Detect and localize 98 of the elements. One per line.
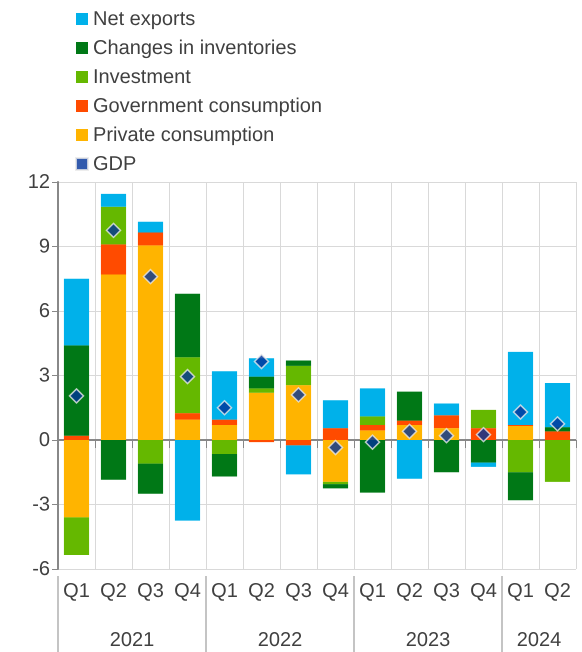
point <box>402 424 418 440</box>
bar <box>434 403 460 416</box>
point <box>180 368 196 384</box>
bar <box>360 388 386 416</box>
bar <box>508 352 534 425</box>
text: 2021 <box>110 629 154 651</box>
legend-label: GDP <box>93 153 136 175</box>
bar <box>64 436 90 440</box>
bar <box>248 388 274 393</box>
legend-label: Government consumption <box>93 95 322 117</box>
bar <box>360 424 386 430</box>
bar <box>64 440 90 518</box>
y-tick-label: 3 <box>38 364 50 386</box>
bar <box>470 462 496 467</box>
x-tick-label: Q4 <box>322 580 349 602</box>
bar <box>100 244 126 274</box>
x-tick-label: Q1 <box>211 580 238 602</box>
bar <box>286 445 312 474</box>
bar <box>360 416 386 425</box>
point <box>476 426 492 442</box>
bar <box>100 194 126 207</box>
bar <box>508 472 534 500</box>
bar <box>100 274 126 440</box>
bar <box>138 440 164 464</box>
bar <box>64 517 90 556</box>
bar <box>322 482 348 484</box>
bar <box>138 245 164 440</box>
point <box>550 416 566 432</box>
x-tick-label: Q1 <box>359 580 386 602</box>
bar <box>174 420 200 440</box>
point <box>290 387 306 403</box>
y-tick-label: -6 <box>32 558 50 580</box>
bar <box>470 440 496 463</box>
bar <box>508 426 534 440</box>
bar <box>286 366 312 386</box>
point <box>328 440 344 456</box>
bar <box>138 232 164 246</box>
bar <box>64 345 90 436</box>
y-tick-label: 12 <box>28 171 50 193</box>
point <box>142 268 158 284</box>
bar <box>138 464 164 494</box>
bar <box>508 440 534 472</box>
bar <box>174 294 200 358</box>
bar <box>322 484 348 488</box>
point <box>364 434 380 450</box>
bar <box>544 431 570 440</box>
bar <box>138 222 164 233</box>
bar <box>248 392 274 440</box>
bar <box>212 420 238 425</box>
x-tick-label: Q3 <box>285 580 312 602</box>
bar <box>322 428 348 440</box>
x-tick-label: Q2 <box>100 580 127 602</box>
x-tick-label: Q3 <box>137 580 164 602</box>
bar <box>286 385 312 440</box>
bar <box>212 424 238 440</box>
point <box>512 404 528 420</box>
bar <box>434 415 460 428</box>
point <box>216 400 232 416</box>
bar <box>248 376 274 388</box>
bar <box>470 410 496 428</box>
bar <box>64 278 90 346</box>
bar <box>174 440 200 521</box>
x-tick-label: Q1 <box>507 580 534 602</box>
x-tick-label: Q2 <box>248 580 275 602</box>
point <box>68 388 84 404</box>
bar <box>174 413 200 420</box>
bar <box>286 360 312 366</box>
legend-label: Net exports <box>93 8 196 30</box>
x-tick-label: Q4 <box>470 580 497 602</box>
legend-label: Changes in inventories <box>93 37 296 59</box>
y-tick-label: 0 <box>38 429 50 451</box>
bar <box>322 400 348 428</box>
text: 2024 <box>516 629 562 651</box>
x-tick-label: Q2 <box>544 580 571 602</box>
y-tick-label: -3 <box>32 494 50 516</box>
bar <box>212 440 238 454</box>
bar <box>212 454 238 477</box>
bar <box>434 440 460 472</box>
bar <box>544 383 570 428</box>
x-tick-label: Q4 <box>174 580 201 602</box>
bar <box>286 440 312 446</box>
x-tick-label: Q1 <box>63 580 90 602</box>
bar <box>396 420 422 425</box>
bar <box>174 357 200 414</box>
legend-label: Investment <box>93 66 192 88</box>
bar <box>544 440 570 482</box>
x-tick-label: Q2 <box>396 580 423 602</box>
bar <box>396 392 422 421</box>
point <box>438 428 454 444</box>
legend-label: Private consumption <box>93 124 274 146</box>
text: 2022 <box>258 629 302 651</box>
bar <box>100 440 126 480</box>
y-tick-label: 6 <box>38 300 50 322</box>
x-tick-label: Q3 <box>433 580 460 602</box>
bar <box>396 440 422 479</box>
text: 2023 <box>406 629 450 651</box>
bar <box>360 440 386 493</box>
y-tick-label: 9 <box>38 236 50 258</box>
